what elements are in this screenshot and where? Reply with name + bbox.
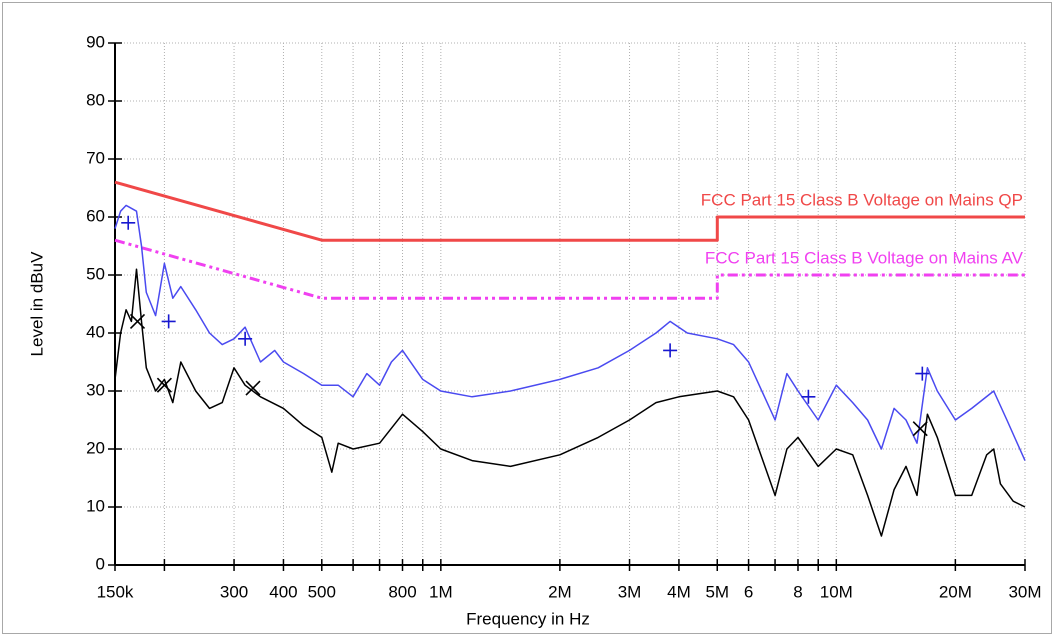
x-tick-label: 4M [667, 582, 691, 601]
marker [245, 380, 261, 396]
x-tick-label: 20M [939, 582, 972, 601]
x-tick-label: 5M [705, 582, 729, 601]
x-tick-label: 300 [220, 582, 248, 601]
y-tick-label: 20 [86, 438, 105, 457]
y-tick-label: 30 [86, 380, 105, 399]
series-line [114, 180, 1025, 242]
series-line [114, 238, 1025, 300]
x-tick-label: 10M [820, 582, 853, 601]
y-tick-label: 0 [96, 554, 105, 573]
marker [801, 389, 816, 404]
x-tick-label: 800 [388, 582, 416, 601]
x-tick-label: 1M [429, 582, 453, 601]
marker [121, 215, 136, 230]
marker [156, 377, 172, 393]
x-tick-label: 8 [793, 582, 802, 601]
limit-label: FCC Part 15 Class B Voltage on Mains AV [705, 248, 1024, 267]
x-tick-label: 400 [269, 582, 297, 601]
x-axis-title: Frequency in Hz [466, 609, 590, 628]
x-tick-label: 150k [97, 582, 134, 601]
y-tick-label: 50 [86, 264, 105, 283]
x-tick-label: 3M [618, 582, 642, 601]
marker [663, 343, 678, 358]
y-tick-label: 80 [86, 90, 105, 109]
y-axis-title: Level in dBuV [27, 251, 46, 357]
marker [129, 313, 146, 329]
x-tick-label: 30M [1008, 582, 1041, 601]
y-tick-label: 40 [86, 322, 105, 341]
y-tick-label: 10 [86, 496, 105, 515]
limit-label: FCC Part 15 Class B Voltage on Mains QP [701, 190, 1023, 209]
y-tick-label: 60 [86, 206, 105, 225]
series-line [114, 268, 1026, 537]
y-tick-label: 90 [86, 32, 105, 51]
x-tick-label: 500 [308, 582, 336, 601]
x-tick-label: 2M [548, 582, 572, 601]
marker [238, 331, 253, 346]
x-tick-label: 6 [744, 582, 753, 601]
marker [915, 366, 930, 381]
y-tick-label: 70 [86, 148, 105, 167]
marker [161, 314, 176, 329]
marker [912, 421, 928, 437]
series-line [114, 204, 1026, 461]
